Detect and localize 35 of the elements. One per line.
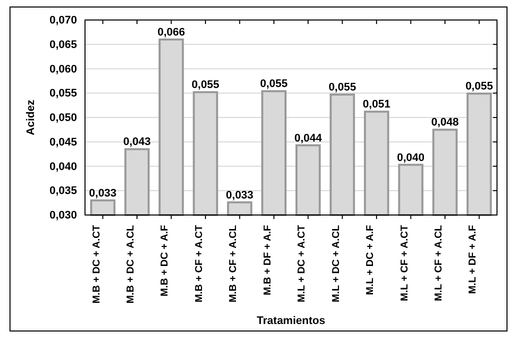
x-tick-label: M.B + CF + A.CT <box>194 225 205 302</box>
x-tick-label: M.B + CF + A.CL <box>228 225 240 302</box>
data-label: 0,048 <box>431 116 459 129</box>
y-tick-label: 0,045 <box>49 136 77 148</box>
data-label: 0,033 <box>226 189 254 202</box>
x-tick-label: M.L + CF + A.CT <box>399 225 410 302</box>
x-tick-label: M.L + DC + A.CT <box>296 225 308 302</box>
y-tick-label: 0,070 <box>49 14 77 27</box>
y-tick-label: 0,030 <box>49 210 77 222</box>
data-label: 0,051 <box>362 98 390 111</box>
y-axis-title: Acidez <box>25 99 37 136</box>
y-tick-label: 0,050 <box>49 112 77 124</box>
data-label: 0,055 <box>328 82 356 94</box>
data-label: 0,040 <box>397 152 425 164</box>
y-tick-label: 0,060 <box>49 63 77 76</box>
x-tick-label: M.L + DC + A.F <box>365 225 376 296</box>
data-label: 0,055 <box>465 80 493 93</box>
y-tick-label: 0,040 <box>49 160 77 173</box>
data-label: 0,043 <box>123 136 151 148</box>
data-label: 0,033 <box>89 187 117 200</box>
y-tick-label: 0,035 <box>49 185 77 198</box>
data-label: 0,044 <box>294 132 323 144</box>
x-tick-label: M.L + DC + A.CL <box>330 225 342 302</box>
x-tick-label: M.B + DC + A.CL <box>126 225 137 304</box>
data-label: 0,055 <box>260 78 288 90</box>
x-tick-label: M.B + DC + A.F <box>160 225 171 296</box>
x-tick-label: M.B + DC + A.CT <box>91 225 102 304</box>
x-tick-label: M.L + DF + A.F <box>468 225 479 294</box>
data-label: 0,055 <box>192 79 220 92</box>
x-tick-label: M.B + DF + A.F <box>262 225 274 296</box>
x-tick-label: M.L + CF + A.CL <box>433 225 444 302</box>
y-tick-label: 0,065 <box>49 38 77 51</box>
x-axis-title: Tratamientos <box>256 315 326 327</box>
data-label: 0,066 <box>157 26 185 38</box>
y-tick-label: 0,055 <box>49 88 77 100</box>
